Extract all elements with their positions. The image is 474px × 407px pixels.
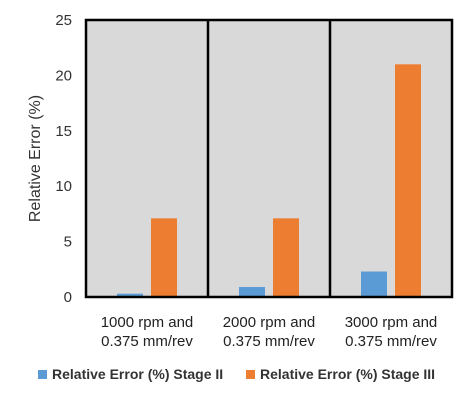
x-category-label: 2000 rpm and <box>223 314 316 331</box>
plot-border <box>84 18 454 299</box>
bar-stage-iii-3 <box>395 64 421 297</box>
legend: Relative Error (%) Stage II Relative Erro… <box>38 366 435 382</box>
x-category-label: 3000 rpm and <box>345 314 438 331</box>
y-tick-label: 20 <box>55 67 72 84</box>
x-category-label: 0.375 mm/rev <box>223 333 315 350</box>
y-tick-label: 15 <box>55 123 72 140</box>
x-category-label: 1000 rpm and <box>101 314 194 331</box>
bar-stage-ii-1 <box>117 293 143 297</box>
legend-swatch <box>246 370 255 379</box>
y-tick-label: 0 <box>64 289 72 306</box>
legend-label: Relative Error (%) Stage II <box>52 366 223 382</box>
bar-stage-iii-2 <box>273 218 299 297</box>
bar-stage-iii-1 <box>151 218 177 297</box>
bars-group <box>117 64 421 297</box>
bar-stage-ii-2 <box>239 287 265 297</box>
plot-area <box>86 20 452 297</box>
y-axis-ticks: 0 5 10 15 20 25 <box>55 12 72 306</box>
y-tick-label: 25 <box>55 12 72 29</box>
plot-frame <box>84 18 454 299</box>
bar-stage-ii-3 <box>361 271 387 297</box>
legend-swatch <box>38 370 47 379</box>
y-tick-label: 10 <box>55 178 72 195</box>
y-tick-label: 5 <box>64 234 72 251</box>
legend-label: Relative Error (%) Stage III <box>260 366 435 382</box>
x-category-label: 0.375 mm/rev <box>101 333 193 350</box>
x-category-label: 0.375 mm/rev <box>345 333 437 350</box>
y-axis-label: Relative Error (%) <box>27 95 44 222</box>
x-axis-categories: 1000 rpm and 0.375 mm/rev 2000 rpm and 0.37… <box>101 314 438 350</box>
